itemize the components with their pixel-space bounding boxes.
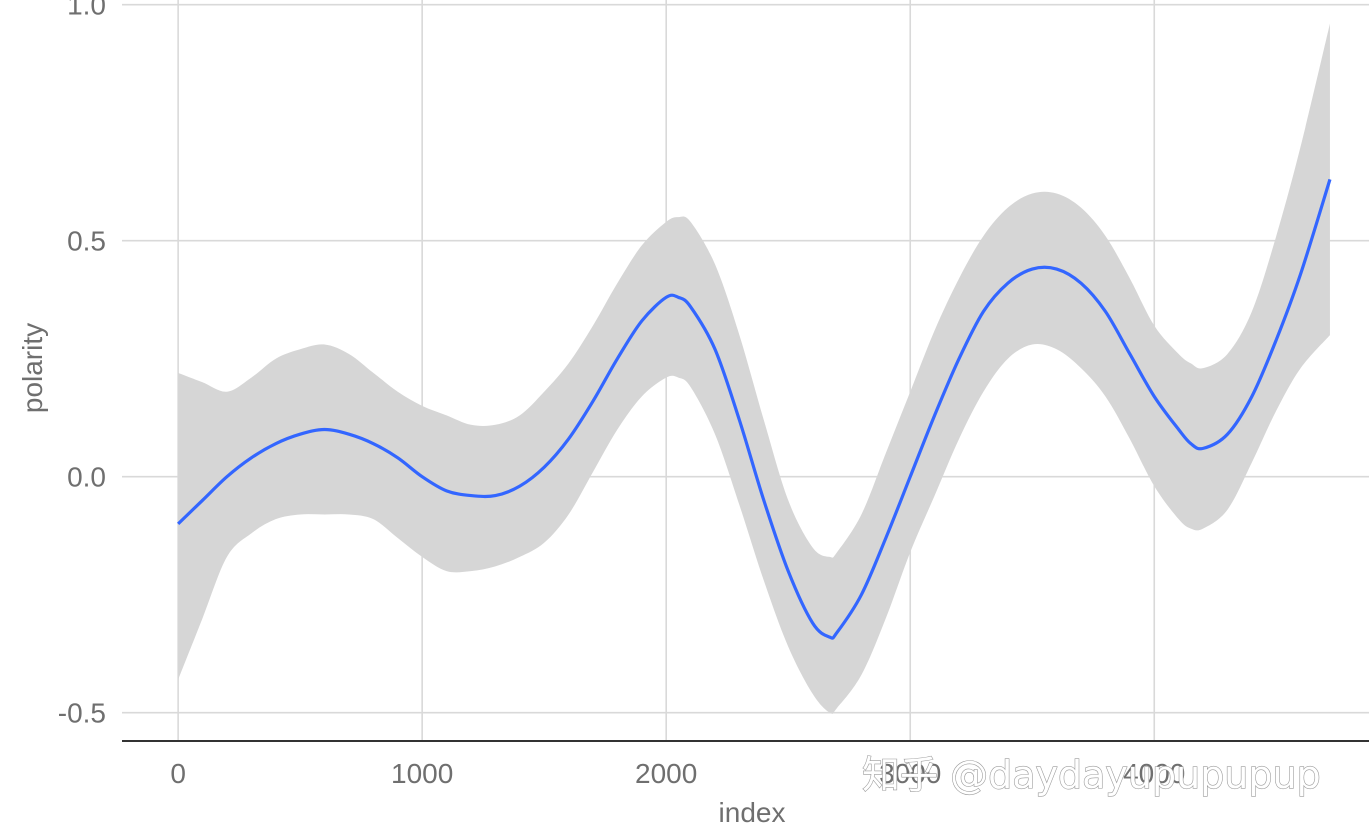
x-tick-label: 1000 [391, 758, 453, 789]
x-tick-labels: 0 1000 2000 3000 4000 [170, 758, 1185, 789]
x-axis-title: index [719, 797, 786, 828]
y-tick-label: 1.0 [67, 0, 106, 21]
x-tick-label: 2000 [635, 758, 697, 789]
y-tick-label: 0.5 [67, 226, 106, 257]
x-tick-label: 4000 [1123, 758, 1185, 789]
confidence-band [178, 23, 1330, 714]
y-tick-label: 0.0 [67, 462, 106, 493]
x-tick-label: 0 [170, 758, 186, 789]
x-tick-label: 3000 [879, 758, 941, 789]
smooth-line [177, 178, 1332, 640]
watermark: 知乎 @daydayupupupup [862, 753, 1321, 797]
y-tick-label: -0.5 [58, 698, 106, 729]
y-axis-title: polarity [17, 323, 48, 413]
y-tick-labels: -0.5 0.0 0.5 1.0 [58, 0, 106, 729]
